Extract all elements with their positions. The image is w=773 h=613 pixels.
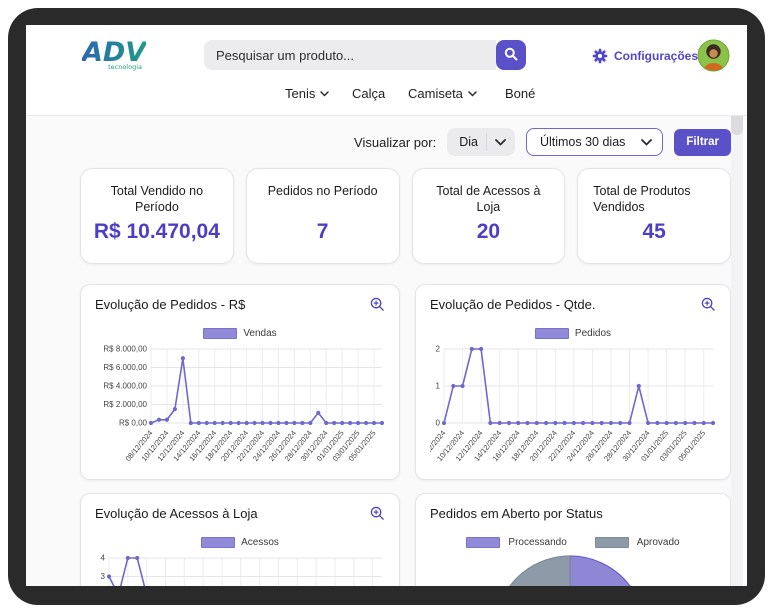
legend-swatch (534, 327, 569, 339)
stat-card-pedidos: Pedidos no Período 7 (245, 168, 400, 264)
stat-value: 45 (642, 220, 666, 243)
zoom-in-icon[interactable] (370, 297, 385, 312)
svg-text:R$ 2.000,00: R$ 2.000,00 (103, 400, 147, 409)
svg-text:1: 1 (436, 382, 441, 391)
svg-text:R$ 8.000,00: R$ 8.000,00 (103, 345, 147, 354)
search-input[interactable] (204, 40, 496, 70)
svg-text:2: 2 (436, 345, 441, 354)
device-frame: ADV tecnologia (8, 8, 765, 605)
stat-label: Total Vendido no Período (110, 184, 204, 215)
chart-card-status-pie: Pedidos em Aberto por Status Processando… (415, 493, 731, 586)
settings-label: Configurações (614, 49, 699, 63)
filter-button[interactable]: Filtrar (674, 128, 731, 156)
nav-item-calca[interactable]: Calça (352, 86, 386, 101)
stat-value: 20 (476, 220, 501, 243)
chart-title: Evolução de Pedidos - Qtde. (430, 297, 596, 312)
header: ADV tecnologia (26, 25, 747, 116)
chart-card-acessos: Evolução de Acessos à Loja Acessos 43210… (80, 493, 400, 586)
zoom-in-icon[interactable] (370, 506, 385, 521)
nav-item-camiseta[interactable]: Camiseta (408, 86, 477, 101)
stat-card-acessos: Total de Acessos à Loja 20 (411, 168, 566, 264)
filter-bar: Visualizar por: Dia Últimos 30 dias Filt… (80, 128, 731, 156)
line-chart-vendas: R$ 8.000,00 R$ 6.000,00 R$ 4.000,00 R$ 2.00… (103, 345, 385, 463)
chart-legend: Pedidos (430, 327, 716, 339)
period-select[interactable]: Últimos 30 dias (525, 128, 664, 156)
stat-label: Pedidos no Período (267, 184, 378, 198)
stat-value: 7 (316, 220, 329, 243)
logo-text: ADV (82, 37, 146, 68)
chart-title: Pedidos em Aberto por Status (430, 506, 603, 521)
chart-title: Evolução de Acessos à Loja (95, 506, 258, 521)
avatar[interactable] (697, 39, 730, 72)
svg-text:R$ 0,00: R$ 0,00 (119, 419, 148, 428)
stat-card-produtos-vendidos: Total de Produtos Vendidos 45 (577, 168, 731, 264)
chart-legend: Processando Aprovado (430, 536, 716, 548)
charts-row-2: Evolução de Acessos à Loja Acessos 43210… (80, 493, 731, 586)
pie-chart-status (509, 555, 631, 586)
svg-text:R$ 6.000,00: R$ 6.000,00 (103, 363, 147, 372)
legend-swatch-aprovado (594, 536, 629, 548)
stat-value: R$ 10.470,04 (93, 220, 220, 243)
chevron-down-icon (641, 138, 653, 146)
nav-item-bone[interactable]: Boné (505, 86, 536, 101)
legend-swatch (201, 536, 236, 548)
charts-row-1: Evolução de Pedidos - R$ Vendas R$ 8.000… (80, 284, 731, 480)
logo-subtext: tecnologia (108, 63, 142, 71)
chart-card-vendas-rs: Evolução de Pedidos - R$ Vendas R$ 8.000… (80, 284, 400, 480)
legend-swatch-processando (466, 536, 501, 548)
search-icon (504, 47, 518, 64)
zoom-in-icon[interactable] (701, 297, 716, 312)
line-chart-acessos: 4321008/12/202410/12/202412/12/202414/12… (101, 554, 382, 586)
gear-icon (592, 48, 608, 64)
line-chart-pedidos: 21008/12/202410/12/202412/12/202414/12/2… (430, 345, 716, 463)
dashboard-page: Visualizar por: Dia Últimos 30 dias Filt… (26, 115, 733, 586)
svg-text:R$ 4.000,00: R$ 4.000,00 (103, 382, 147, 391)
filter-label: Visualizar por: (354, 134, 437, 150)
settings-link[interactable]: Configurações (592, 48, 698, 64)
chart-legend: Vendas (95, 327, 385, 339)
chevron-down-icon (468, 90, 477, 97)
scrollbar-track (731, 25, 743, 586)
stats-row: Total Vendido no Período R$ 10.470,04 Pe… (80, 168, 731, 264)
logo: ADV tecnologia (80, 35, 148, 78)
stat-label: Total de Acessos à Loja (436, 184, 541, 215)
chart-legend: Acessos (95, 536, 385, 548)
chevron-down-icon (320, 90, 330, 97)
chevron-down-icon (495, 138, 506, 146)
svg-text:0: 0 (436, 419, 441, 428)
chart-title: Evolução de Pedidos - R$ (95, 297, 246, 312)
granularity-select[interactable]: Dia (447, 128, 515, 156)
svg-text:3: 3 (101, 572, 106, 581)
legend-swatch (203, 327, 238, 339)
nav-item-tenis[interactable]: Tenis (285, 86, 330, 101)
stat-card-total-vendido: Total Vendido no Período R$ 10.470,04 (80, 168, 234, 264)
app-window: ADV tecnologia (26, 25, 747, 586)
search-button[interactable] (496, 40, 526, 70)
svg-text:4: 4 (101, 554, 106, 563)
stat-label: Total de Produtos Vendidos (593, 184, 691, 215)
search-bar (204, 40, 526, 70)
